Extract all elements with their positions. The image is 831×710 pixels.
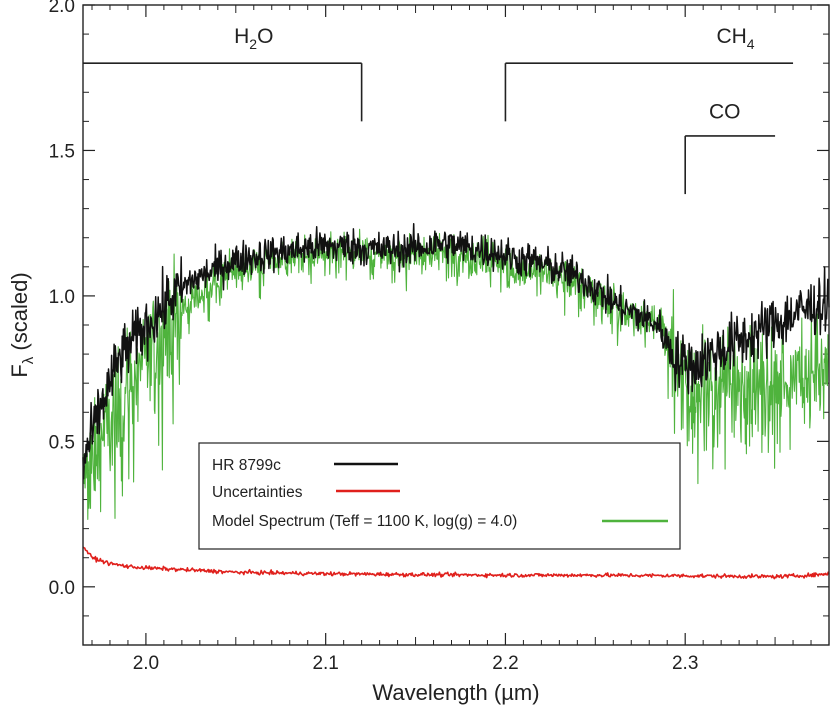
series-line-2 xyxy=(82,228,830,520)
annotation-ch4: CH4 xyxy=(504,25,794,122)
legend-label-model: Model Spectrum (Teff = 1100 K, log(g) = … xyxy=(212,513,517,530)
tick-labels: 0.0 0.5 1.0 1.5 2.0 2.0 2.1 2.2 2.3 xyxy=(49,0,699,674)
plot-frame xyxy=(82,4,830,646)
y-axis-title-main: F xyxy=(7,364,32,377)
y-tick-label: 2.0 xyxy=(49,0,75,17)
x-tick-label: 2.1 xyxy=(312,653,338,674)
annotation-label-ch4: CH4 xyxy=(716,25,754,52)
series-layer xyxy=(82,223,830,580)
legend-label-hr8799c: HR 8799c xyxy=(212,457,281,474)
y-tick-label: 0.0 xyxy=(49,578,75,599)
y-tick-label: 1.0 xyxy=(49,287,75,308)
series-line-1 xyxy=(82,546,830,580)
x-tick-label: 2.2 xyxy=(492,653,518,674)
feature-annotations: H2O CH4 CO xyxy=(83,25,794,195)
legend: HR 8799c Uncertainties Model Spectrum (T… xyxy=(198,442,681,550)
annotation-h2o: H2O xyxy=(83,25,363,122)
series-line-0 xyxy=(82,223,830,480)
x-tick-label: 2.3 xyxy=(672,653,698,674)
legend-box xyxy=(198,442,681,550)
annotation-label-h2o: H2O xyxy=(234,25,273,52)
y-axis-title-rest: (scaled) xyxy=(7,272,32,356)
y-axis-title-sub: λ xyxy=(20,356,37,364)
annotation-co: CO xyxy=(684,100,776,195)
legend-label-uncertainties: Uncertainties xyxy=(212,484,303,501)
y-tick-label: 0.5 xyxy=(49,432,75,453)
y-tick-label: 1.5 xyxy=(49,141,75,162)
annotation-label-co: CO xyxy=(709,100,741,123)
y-axis-title: Fλ (scaled) xyxy=(7,272,37,377)
x-tick-label: 2.0 xyxy=(133,653,159,674)
x-axis-title: Wavelength (µm) xyxy=(372,680,539,705)
